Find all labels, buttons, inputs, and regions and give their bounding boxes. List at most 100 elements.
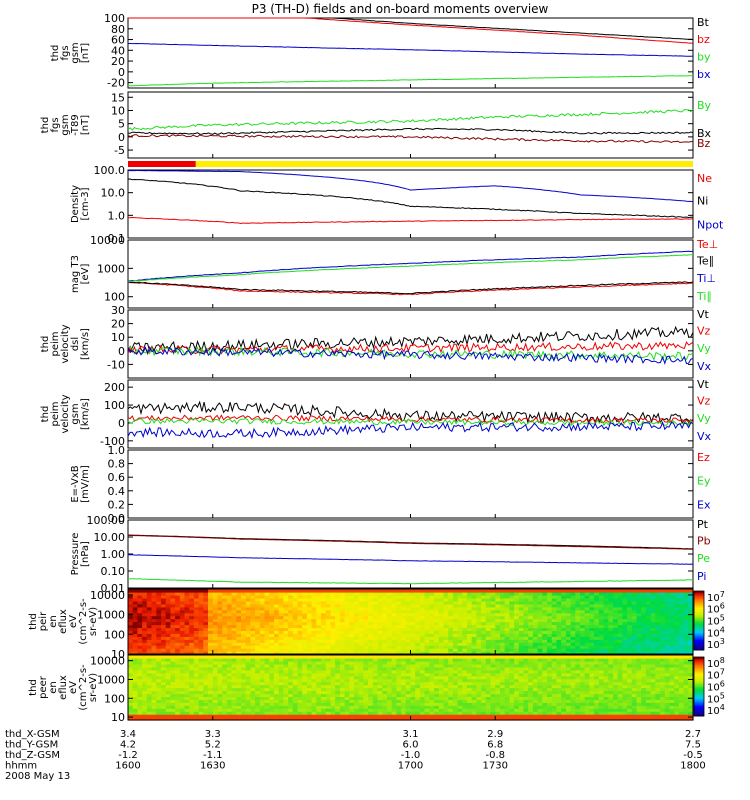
heatmap-cell bbox=[212, 708, 219, 712]
heatmap-cell bbox=[429, 690, 435, 695]
heatmap-cell bbox=[570, 645, 576, 649]
heatmap-cell bbox=[434, 594, 440, 599]
heatmap-cell bbox=[419, 633, 426, 637]
heatmap-cell bbox=[547, 675, 553, 680]
heatmap-cell bbox=[339, 660, 346, 665]
heatmap-cell bbox=[429, 675, 435, 680]
heatmap-cell bbox=[551, 672, 558, 677]
heatmap-cell bbox=[292, 651, 299, 655]
legend-label: Vy bbox=[697, 342, 711, 355]
heatmap-cell bbox=[580, 589, 586, 593]
heatmap-cell bbox=[269, 589, 275, 593]
heatmap-cell bbox=[316, 681, 322, 686]
heatmap-cell bbox=[396, 633, 402, 637]
heatmap-cell bbox=[518, 612, 525, 617]
heatmap-cell bbox=[500, 687, 506, 692]
heatmap-cell bbox=[547, 642, 553, 646]
heatmap-cell bbox=[500, 600, 506, 605]
heatmap-cell bbox=[523, 696, 529, 700]
heatmap-cell bbox=[481, 666, 487, 671]
heatmap-cell bbox=[514, 594, 520, 599]
heatmap-cell bbox=[490, 675, 496, 680]
heatmap-cell bbox=[292, 600, 299, 605]
heatmap-cell bbox=[547, 633, 553, 637]
heatmap-cell bbox=[325, 603, 332, 608]
heatmap-cell bbox=[547, 600, 553, 605]
heatmap-cell bbox=[650, 615, 656, 620]
heatmap-cell bbox=[354, 658, 360, 662]
heatmap-cell bbox=[419, 666, 426, 671]
heatmap-cell bbox=[132, 711, 138, 715]
heatmap-cell bbox=[608, 630, 614, 634]
heatmap-cell bbox=[274, 600, 280, 605]
heatmap-cell bbox=[429, 714, 435, 718]
heatmap-cell bbox=[608, 597, 614, 602]
heatmap-cell bbox=[278, 690, 284, 695]
heatmap-cell bbox=[175, 711, 181, 715]
heatmap-cell bbox=[335, 609, 341, 614]
heatmap-cell bbox=[339, 621, 346, 626]
heatmap-cell bbox=[264, 678, 270, 683]
heatmap-cell bbox=[391, 699, 397, 703]
heatmap-cell bbox=[212, 666, 219, 671]
heatmap-cell bbox=[518, 681, 525, 686]
heatmap-cell bbox=[467, 669, 473, 674]
heatmap-cell bbox=[231, 690, 237, 695]
heatmap-cell bbox=[259, 639, 266, 643]
heatmap-cell bbox=[231, 711, 237, 715]
heatmap-cell bbox=[278, 717, 284, 721]
heatmap-cell bbox=[500, 672, 506, 677]
heatmap-cell bbox=[481, 624, 487, 629]
heatmap-cell bbox=[226, 684, 233, 689]
heatmap-cell bbox=[358, 675, 364, 680]
heatmap-cell bbox=[405, 651, 412, 655]
heatmap-cell bbox=[547, 612, 553, 617]
heatmap-cell bbox=[241, 699, 247, 703]
heatmap-cell bbox=[471, 678, 477, 683]
heatmap-cell bbox=[471, 705, 477, 709]
heatmap-cell bbox=[156, 663, 162, 668]
heatmap-cell bbox=[415, 696, 421, 700]
heatmap-cell bbox=[509, 696, 515, 700]
heatmap-cell bbox=[495, 658, 501, 662]
heatmap-cell bbox=[481, 609, 487, 614]
heatmap-cell bbox=[443, 609, 449, 614]
heatmap-cell bbox=[457, 592, 463, 596]
heatmap-cell bbox=[217, 658, 223, 662]
heatmap-cell bbox=[410, 630, 416, 634]
heatmap-cell bbox=[179, 621, 186, 626]
heatmap-cell bbox=[170, 693, 176, 697]
heatmap-cell bbox=[556, 589, 562, 593]
heatmap-cell bbox=[231, 642, 237, 646]
heatmap-cell bbox=[584, 592, 590, 596]
heatmap-cell bbox=[500, 615, 506, 620]
heatmap-cell bbox=[283, 660, 289, 665]
heatmap-cell bbox=[429, 672, 435, 677]
heatmap-cell bbox=[372, 592, 379, 596]
series-line-Npot bbox=[127, 170, 694, 203]
heatmap-cell bbox=[537, 645, 543, 649]
heatmap-cell bbox=[452, 597, 459, 602]
heatmap-cell bbox=[391, 678, 397, 683]
heatmap-cell bbox=[537, 655, 543, 659]
heatmap-cell bbox=[198, 633, 204, 637]
heatmap-cell bbox=[547, 589, 553, 593]
heatmap-cell bbox=[485, 615, 492, 620]
heatmap-cell bbox=[132, 675, 138, 680]
heatmap-cell bbox=[208, 592, 214, 596]
heatmap-cell bbox=[514, 597, 520, 602]
heatmap-cell bbox=[226, 696, 233, 700]
heatmap-cell bbox=[283, 597, 289, 602]
heatmap-cell bbox=[405, 678, 412, 683]
heatmap-cell bbox=[302, 642, 308, 646]
heatmap-cell bbox=[226, 699, 233, 703]
heatmap-cell bbox=[156, 606, 162, 611]
heatmap-cell bbox=[161, 702, 167, 706]
heatmap-cell bbox=[584, 624, 590, 629]
heatmap-cell bbox=[288, 693, 294, 697]
series-line-Bx bbox=[127, 127, 694, 135]
heatmap-cell bbox=[434, 693, 440, 697]
heatmap-cell bbox=[363, 592, 369, 596]
heatmap-cell bbox=[231, 684, 237, 689]
heatmap-cell bbox=[688, 600, 694, 605]
